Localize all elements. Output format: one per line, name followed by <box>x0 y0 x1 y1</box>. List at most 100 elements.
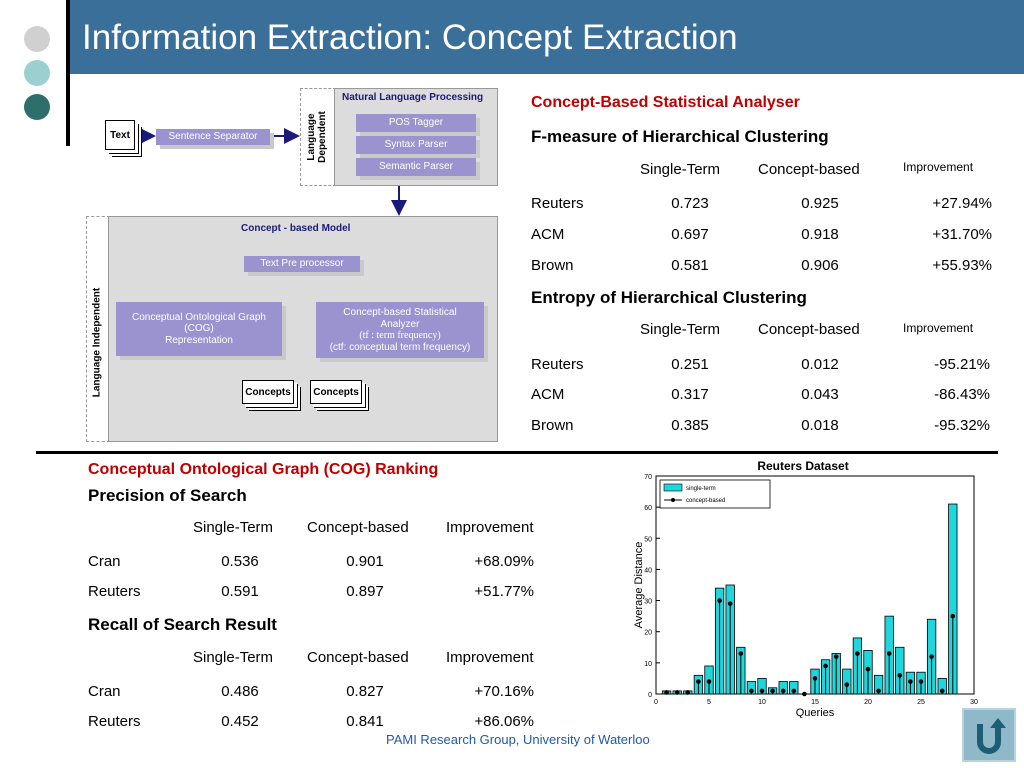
cog-line-1: Conceptual Ontological Graph <box>132 311 266 323</box>
x-tick-label: 25 <box>917 699 925 706</box>
cog-ranking-heading: Conceptual Ontological Graph (COG) Ranki… <box>88 461 439 478</box>
concepts-label-2: Concepts <box>313 386 359 398</box>
csa-line-3: (tf : term frequency) <box>359 330 441 341</box>
entropy-col-single: Single-Term <box>640 321 721 338</box>
point-concept-based <box>706 679 712 684</box>
title-divider <box>66 0 70 146</box>
row-improvement: +27.94% <box>932 195 992 212</box>
row-improvement: +70.16% <box>474 683 534 700</box>
y-tick-label: 10 <box>644 661 652 668</box>
recall-title: Recall of Search Result <box>88 615 277 634</box>
recall-col-improvement: Improvement <box>446 649 534 666</box>
row-name: ACM <box>531 386 565 403</box>
point-concept-based <box>876 688 881 694</box>
x-tick-label: 10 <box>758 699 766 706</box>
point-concept-based <box>812 676 818 681</box>
return-button[interactable] <box>962 708 1016 762</box>
row-single: 0.591 <box>221 583 259 600</box>
row-name: Reuters <box>531 356 584 373</box>
row-name: Brown <box>531 257 574 274</box>
row-concept: 0.841 <box>346 713 384 730</box>
semantic-parser-label: Semantic Parser <box>379 161 453 173</box>
row-concept: 0.897 <box>346 583 384 600</box>
language-dependent-label: Language Dependent <box>306 97 328 177</box>
row-single: 0.317 <box>671 386 709 403</box>
row-single: 0.536 <box>221 553 259 570</box>
precision-col-single: Single-Term <box>193 519 274 536</box>
point-concept-based <box>674 690 680 695</box>
point-concept-based <box>696 679 701 684</box>
row-single: 0.581 <box>671 257 709 274</box>
text-preprocessor-label: Text Pre processor <box>260 258 344 270</box>
row-concept: 0.012 <box>801 356 839 373</box>
entropy-col-improvement: Improvement <box>903 321 974 335</box>
y-axis-label: Average Distance <box>633 542 645 629</box>
syntax-parser-box: Syntax Parser <box>356 136 476 154</box>
sentence-separator-label: Sentence Separator <box>168 131 258 143</box>
y-tick-label: 50 <box>644 536 652 543</box>
y-tick-label: 20 <box>644 630 652 637</box>
row-improvement: +31.70% <box>932 226 992 243</box>
row-concept: 0.043 <box>801 386 839 403</box>
precision-col-improvement: Improvement <box>446 519 534 536</box>
u-turn-icon <box>977 718 1006 754</box>
row-name: Cran <box>88 553 121 570</box>
row-name: Cran <box>88 683 121 700</box>
row-concept: 0.901 <box>346 553 384 570</box>
x-tick-label: 15 <box>811 699 819 706</box>
point-concept-based <box>950 613 956 619</box>
row-name: Reuters <box>88 713 141 730</box>
point-concept-based <box>738 651 744 656</box>
y-tick-label: 0 <box>648 692 652 699</box>
semantic-parser-box: Semantic Parser <box>356 158 476 176</box>
point-concept-based <box>918 679 924 684</box>
fmeasure-col-improvement: Improvement <box>903 160 974 174</box>
row-improvement: +51.77% <box>474 583 534 600</box>
text-document-label: Text <box>110 129 130 141</box>
entropy-title: Entropy of Hierarchical Clustering <box>531 288 807 307</box>
fmeasure-col-single: Single-Term <box>640 161 721 178</box>
precision-col-concept: Concept-based <box>307 519 409 536</box>
nlp-title: Natural Language Processing <box>342 92 484 103</box>
y-tick-label: 30 <box>644 599 652 606</box>
row-single: 0.723 <box>671 195 709 212</box>
point-concept-based <box>759 688 765 694</box>
csa-line-4: (ctf: conceptual term frequency) <box>329 341 471 353</box>
point-concept-based <box>780 688 786 694</box>
x-axis-label: Queries <box>796 707 835 718</box>
reuters-chart: Reuters Dataset 0 10 20 30 40 50 60 70 0 5 10 15 20 25… <box>633 459 978 718</box>
row-name: Brown <box>531 417 574 434</box>
entropy-col-concept: Concept-based <box>758 321 860 338</box>
legend-label-single: single-term <box>686 486 716 492</box>
legend-marker-concept <box>671 498 675 502</box>
chart-title: Reuters Dataset <box>757 459 848 473</box>
point-concept-based <box>886 651 892 656</box>
row-concept: 0.018 <box>801 417 839 434</box>
point-concept-based <box>929 654 934 659</box>
point-concept-based <box>833 654 839 659</box>
concept-model-title: Concept - based Model <box>241 223 351 234</box>
title-bar <box>70 0 1024 74</box>
row-improvement: +86.06% <box>474 713 534 730</box>
x-tick-label: 0 <box>654 699 658 706</box>
decor-dot-2 <box>24 60 50 86</box>
x-tick-label: 30 <box>970 699 978 706</box>
y-tick-label: 70 <box>644 474 652 481</box>
decor-dot-3 <box>24 94 50 120</box>
footer-credit: PAMI Research Group, University of Water… <box>386 732 650 747</box>
point-concept-based <box>749 688 754 694</box>
point-concept-based <box>908 679 913 684</box>
cog-line-2: (COG) <box>184 323 214 335</box>
point-concept-based <box>717 598 722 603</box>
y-tick-label: 40 <box>644 567 652 574</box>
language-dependent-line-2: Dependent <box>317 111 328 163</box>
legend-swatch-single <box>663 483 683 492</box>
point-concept-based <box>727 601 733 606</box>
row-single: 0.697 <box>671 226 709 243</box>
plot-area <box>655 475 975 695</box>
row-concept: 0.906 <box>801 257 839 274</box>
statistical-analyzer-box: Concept-based Statistical Analyzer (tf :… <box>316 302 484 358</box>
point-concept-based <box>823 663 828 669</box>
point-concept-based <box>802 691 807 697</box>
row-single: 0.486 <box>221 683 259 700</box>
